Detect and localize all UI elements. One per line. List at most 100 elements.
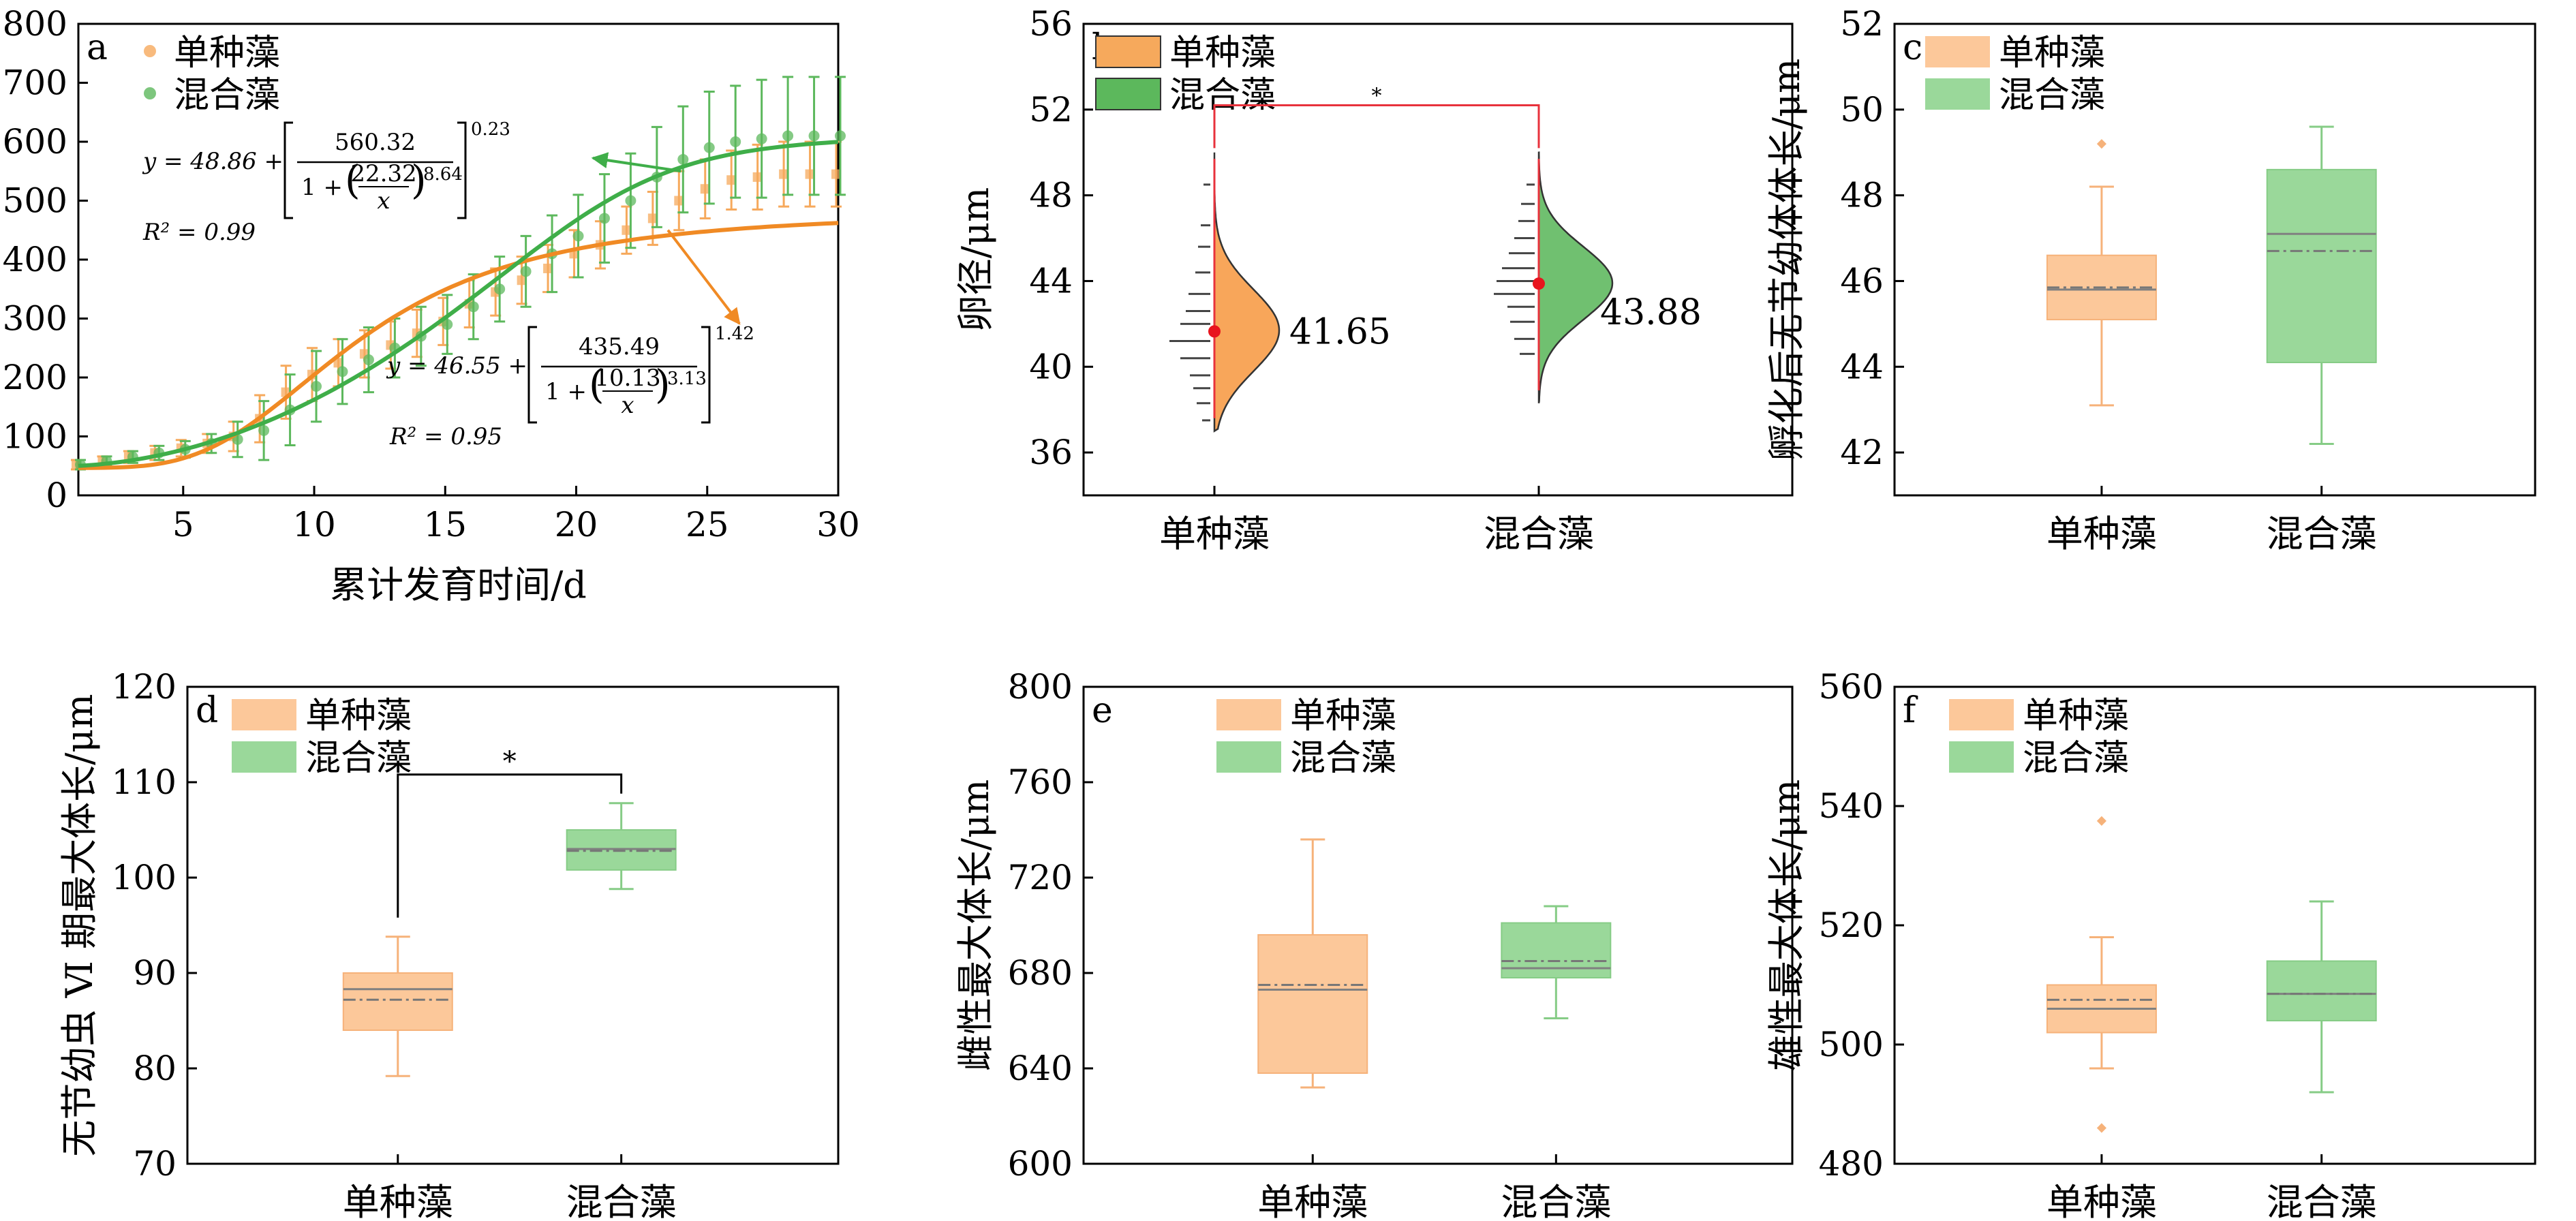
panel-a-fit-mixed	[78, 140, 839, 468]
panel-d-ytick-label: 110	[112, 762, 177, 802]
panel-a-ytick-label: 400	[3, 240, 67, 279]
panel-a-xtick-label: 30	[816, 505, 860, 544]
panel-b-mean-label: 41.65	[1289, 311, 1391, 352]
panel-a-ytick-label: 800	[3, 4, 67, 44]
panel-f-xtick-label: 单种藻	[2046, 1181, 2157, 1221]
panel-b-ytick-label: 40	[1029, 347, 1073, 386]
panel-a-eq-single-exp-outer: 1.42	[715, 324, 754, 344]
panel-a-fit-single	[78, 221, 839, 470]
panel-e-ylabel: 雌性最大体长/μm	[954, 779, 997, 1072]
panel-b-mean-point	[1208, 325, 1221, 338]
panel-a-ytick-label: 700	[3, 63, 67, 103]
panel-c-outlier	[2096, 139, 2107, 149]
panel-a-point	[730, 136, 741, 147]
panel-label-c: c	[1903, 27, 1922, 68]
panel-a-eq-single-r2: R² = 0.95	[389, 423, 502, 450]
panel-a-xtick-label: 5	[172, 505, 194, 544]
panel-a-eq-single-den: 1 +	[545, 378, 587, 405]
panel-d-frame	[186, 685, 840, 1165]
panel-e-ytick-label: 760	[1008, 762, 1073, 802]
panel-e-ytick-label: 600	[1008, 1144, 1073, 1184]
panel-a-point	[622, 225, 632, 235]
panel-e-ytick-label: 640	[1008, 1049, 1073, 1088]
panel-b-legend-swatch	[1095, 78, 1161, 110]
panel-b-legend-label: 混合藻	[1169, 75, 1276, 116]
panel-d-box	[342, 972, 453, 1031]
panel-a-point	[520, 266, 532, 277]
panel-e-ytick-label: 680	[1008, 953, 1073, 993]
panel-a-point	[572, 230, 584, 242]
panel-a-xtick-label: 15	[423, 505, 467, 544]
panel-e-box	[1501, 922, 1612, 978]
panel-a: 0100200300400500600700800体长/μm5101520253…	[3, 4, 860, 606]
panel-c-legend-swatch	[1925, 36, 1990, 67]
panel-a-point	[517, 275, 527, 285]
panel-d-legend-swatch	[232, 741, 296, 773]
panel-a-eq-mixed-exp-inner: 8.64	[423, 164, 463, 185]
panel-d-ytick-label: 70	[133, 1144, 177, 1184]
panel-a-eq-single-bracket	[701, 326, 711, 424]
panel-a-xtick-label: 10	[292, 505, 336, 544]
panel-c-ytick-label: 44	[1840, 347, 1884, 386]
panel-a-legend-label: 混合藻	[174, 75, 280, 116]
panel-a-point	[756, 133, 767, 144]
panel-label-e: e	[1092, 690, 1113, 731]
panel-f-legend-label: 混合藻	[2023, 738, 2129, 779]
panel-f-ytick-label: 500	[1819, 1025, 1884, 1064]
panel-f-outlier	[2096, 816, 2107, 826]
panel-a-arrow-single	[666, 229, 741, 325]
panel-a-point	[467, 301, 479, 313]
panel-a-eq-single-paren: (	[589, 361, 604, 407]
panel-e-box	[1257, 934, 1368, 1074]
panel-a-eq-mixed-numerator: 560.32	[335, 129, 416, 156]
panel-f-legend-swatch	[1949, 699, 2014, 730]
panel-e-legend-label: 单种藻	[1290, 696, 1396, 737]
panel-b-ylabel: 卵径/μm	[954, 187, 997, 333]
panel-a-point	[543, 263, 553, 273]
panel-c-ytick-label: 50	[1840, 90, 1884, 129]
panel-f-legend-swatch	[1949, 741, 2014, 773]
panel-a-legend-marker	[144, 87, 156, 99]
panel-a-eq-mixed-inner-den: x	[377, 187, 390, 215]
panel-a-point	[700, 184, 710, 194]
panel-c-ytick-label: 52	[1840, 4, 1884, 44]
panel-e-xtick-label: 混合藻	[1501, 1181, 1611, 1221]
panel-d-ylabel: 无节幼虫 Ⅵ 期最大体长/μm	[58, 694, 101, 1156]
panel-d-xtick-label: 混合藻	[566, 1181, 677, 1221]
panel-a-point	[808, 130, 820, 142]
panel-f-ytick-label: 540	[1819, 786, 1884, 826]
panel-a-eq-single-numerator: 435.49	[579, 333, 660, 360]
panel-a-point	[647, 213, 658, 223]
panel-a-ytick-label: 0	[46, 476, 67, 515]
panel-e-ytick-label: 800	[1008, 667, 1073, 707]
panel-a-point	[494, 283, 506, 295]
panel-b-mean-label: 43.88	[1600, 292, 1702, 333]
panel-a-eq-single-lead: y = 46.55 +	[386, 352, 527, 380]
panel-c-ytick-label: 48	[1840, 176, 1884, 215]
panel-d-ytick-label: 100	[112, 858, 177, 897]
panel-e-legend-label: 混合藻	[1290, 738, 1396, 779]
panel-a-ytick-label: 500	[3, 181, 67, 221]
panel-a-eq-mixed-lead: y = 48.86 +	[142, 148, 283, 175]
panel-a-point	[779, 169, 789, 179]
panel-c-xtick-label: 单种藻	[2046, 512, 2157, 555]
panel-a-ytick-label: 200	[3, 358, 67, 397]
panel-b-ytick-label: 56	[1029, 4, 1073, 44]
panel-e-legend-swatch	[1216, 699, 1281, 730]
panel-a-eq-mixed-paren: (	[345, 157, 361, 203]
panel-b-mean-point	[1533, 277, 1545, 290]
panel-b-xtick-label: 混合藻	[1484, 512, 1594, 555]
panel-a-eq-mixed-inner-num: 22.32	[350, 160, 416, 187]
panel-a-eq-mixed-r2: R² = 0.99	[142, 219, 256, 246]
panel-label-d: d	[196, 690, 218, 731]
panel-d-legend-swatch	[232, 699, 296, 730]
panel-a-point	[442, 319, 453, 330]
panel-a-point	[752, 172, 763, 182]
panel-e-legend-swatch	[1216, 741, 1281, 773]
panel-b-xtick-label: 单种藻	[1159, 512, 1270, 555]
panel-a-eq-mixed-exp-outer: 0.23	[471, 119, 510, 140]
panel-a-eq-single-exp-inner: 3.13	[667, 369, 707, 389]
